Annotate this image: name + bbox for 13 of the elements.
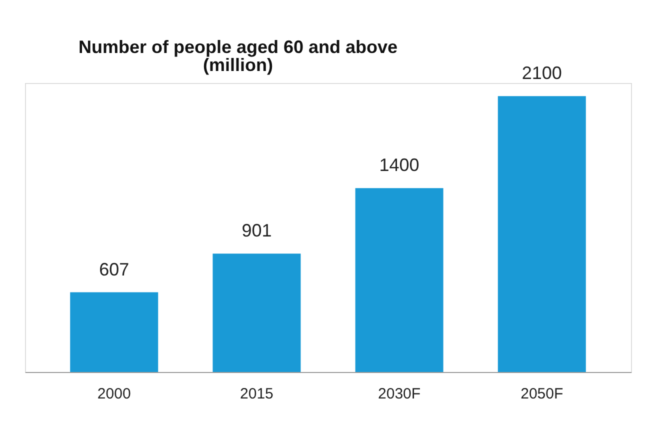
- bar: [355, 188, 444, 372]
- bar: [70, 292, 158, 372]
- x-tick-label: 2000: [97, 386, 131, 402]
- data-label: 901: [242, 220, 272, 241]
- data-label: 607: [99, 259, 130, 280]
- bar: [212, 254, 301, 372]
- x-tick-label: 2015: [240, 386, 274, 402]
- x-tick-label: 2050F: [520, 386, 564, 402]
- bar: [498, 96, 586, 372]
- data-label: 2100: [522, 63, 562, 84]
- x-tick-label: 2030F: [378, 386, 421, 402]
- data-label: 1400: [379, 155, 420, 176]
- chart-title: Number of people aged 60 and above: [78, 37, 398, 58]
